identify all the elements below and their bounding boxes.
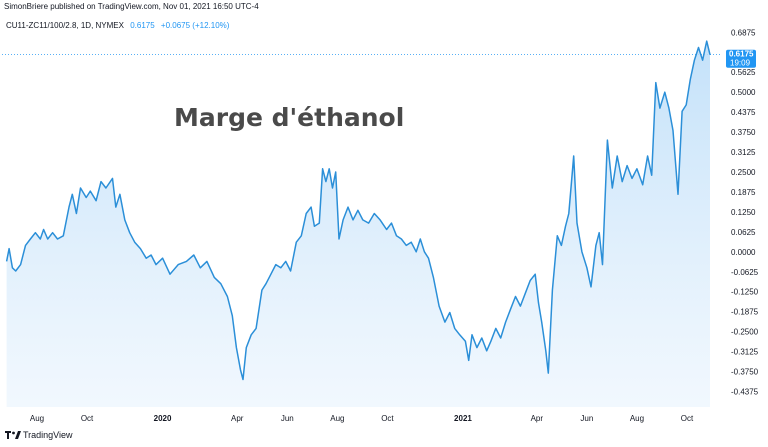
y-tick-label: 0.2500: [731, 168, 756, 177]
x-tick-label: Oct: [381, 414, 394, 423]
y-tick-label: 0.3750: [731, 128, 756, 137]
x-tick-label: Aug: [330, 414, 344, 423]
x-tick-label: Jun: [580, 414, 593, 423]
tradingview-logo-icon: [5, 431, 21, 439]
footer-brand-label: TradingView: [23, 430, 73, 440]
series-area: [6, 41, 711, 407]
y-tick-label: 0.3125: [731, 148, 756, 157]
y-tick-label: 0.5625: [731, 68, 756, 77]
y-tick-label: 0.0625: [731, 228, 756, 237]
y-tick-label: -0.0625: [731, 268, 759, 277]
y-tick-label: 0.0000: [731, 248, 756, 257]
y-tick-label: 0.4375: [731, 108, 756, 117]
symbol-change: +0.0675 (+12.10%): [160, 21, 230, 30]
x-tick-label: 2020: [154, 414, 172, 423]
y-tick-label: 0.1250: [731, 208, 756, 217]
x-tick-label: Jun: [281, 414, 294, 423]
y-tick-label: -0.3750: [731, 368, 759, 377]
published-by-text: SimonBriere published on TradingView.com…: [4, 2, 259, 11]
symbol-value: 0.6175: [130, 21, 155, 30]
x-tick-label: Aug: [30, 414, 44, 423]
y-tick-label: -0.3125: [731, 348, 759, 357]
last-price-value: 0.6175: [729, 50, 754, 59]
symbol-ticker: CU11-ZC11/100/2.8, 1D, NYMEX: [6, 21, 124, 30]
chart-annotation: Marge d'éthanol: [174, 103, 404, 132]
last-price-countdown: 19:09: [730, 59, 751, 68]
x-tick-label: Apr: [531, 414, 544, 423]
y-tick-label: -0.1875: [731, 308, 759, 317]
y-tick-label: 0.1875: [731, 188, 756, 197]
x-tick-label: Oct: [81, 414, 94, 423]
y-tick-label: -0.1250: [731, 288, 759, 297]
footer-brand[interactable]: TradingView: [5, 430, 73, 440]
x-tick-label: Apr: [231, 414, 244, 423]
y-tick-label: 0.5000: [731, 88, 756, 97]
y-tick-label: -0.4375: [731, 388, 759, 397]
x-tick-label: Oct: [681, 414, 694, 423]
x-tick-label: Aug: [630, 414, 644, 423]
last-price-tag: 0.6175 19:09: [726, 49, 756, 68]
symbol-legend: CU11-ZC11/100/2.8, 1D, NYMEX 0.6175 +0.0…: [6, 21, 229, 30]
y-tick-label: -0.2500: [731, 328, 759, 337]
series-line: [5, 40, 711, 381]
x-tick-label: 2021: [454, 414, 472, 423]
y-tick-label: 0.6875: [731, 28, 756, 37]
